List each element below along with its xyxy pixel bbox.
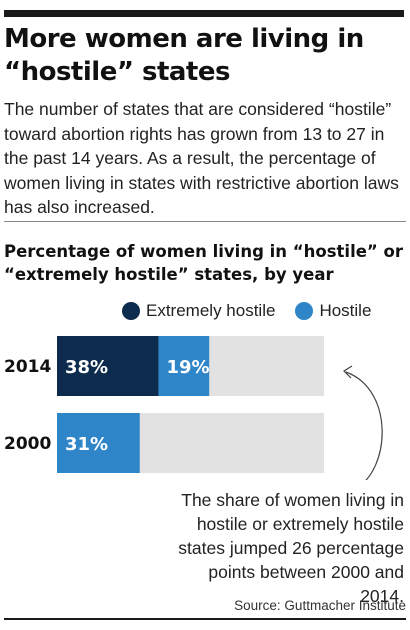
bottom-rule [4, 618, 406, 620]
legend-swatch-extremely-hostile [122, 302, 140, 320]
legend-item-hostile: Hostile [295, 301, 371, 321]
legend-swatch-hostile [295, 302, 314, 320]
legend-label-hostile: Hostile [319, 301, 372, 320]
top-rule [4, 10, 404, 17]
legend: Extremely hostile Hostile [122, 300, 371, 322]
bar-hostile-2000 [57, 413, 140, 473]
chart-plot: 2014 38% 19% 2000 31% [4, 336, 383, 480]
annotation-arrow [345, 371, 383, 480]
legend-item-extremely-hostile: Extremely hostile [122, 301, 275, 321]
divider [4, 221, 406, 222]
data-label-extremely-hostile-2014: 38% [65, 357, 108, 378]
dek: The number of states that are considered… [4, 99, 399, 217]
chart-title: Percentage of women living in “hostile” … [4, 242, 403, 284]
category-label-2014: 2014 [4, 357, 51, 377]
category-label-2000: 2000 [4, 434, 51, 454]
source-note: Source: Guttmacher Institute [234, 598, 406, 613]
data-label-hostile-2000: 31% [65, 434, 108, 455]
data-label-hostile-2014: 19% [166, 357, 209, 378]
bar-extremely-hostile-2014 [57, 336, 159, 396]
annotation: The share of women living in hostile or … [178, 490, 404, 606]
annotation-arrowhead [343, 365, 353, 379]
legend-label-extremely-hostile: Extremely hostile [146, 301, 276, 320]
headline: More women are living in “hostile” state… [4, 24, 364, 87]
bar-hostile-2014 [158, 336, 210, 396]
